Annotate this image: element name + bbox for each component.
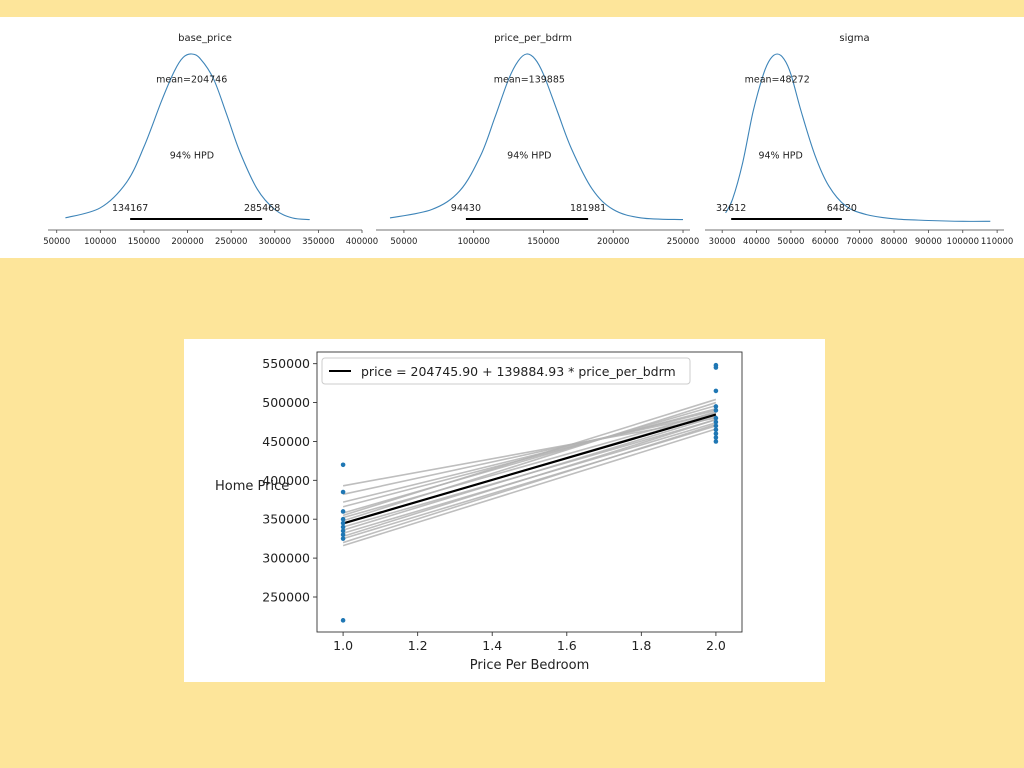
x-tick-label: 400000 bbox=[346, 237, 378, 247]
hpd-high-label: 181981 bbox=[570, 203, 606, 214]
x-tick-label: 100000 bbox=[84, 237, 116, 247]
x-tick-label: 110000 bbox=[981, 237, 1013, 247]
mean-label: mean=139885 bbox=[494, 74, 565, 85]
plot-title: base_price bbox=[178, 33, 232, 44]
data-point bbox=[713, 408, 719, 413]
y-axis-label: Home Price bbox=[215, 479, 289, 494]
data-point bbox=[340, 509, 346, 514]
hpd-high-label: 64820 bbox=[827, 203, 857, 214]
x-tick-label: 300000 bbox=[259, 237, 291, 247]
posterior-regression-lines bbox=[342, 398, 717, 547]
plot-title: sigma bbox=[839, 33, 869, 44]
data-point bbox=[713, 435, 719, 440]
mean-label: mean=48272 bbox=[745, 74, 810, 85]
posterior-line bbox=[342, 423, 717, 544]
x-tick-label: 1.4 bbox=[482, 638, 502, 653]
hpd-high-label: 285468 bbox=[244, 203, 280, 214]
posterior-plots: base_price mean=204746 94% HPD 134167 285468… bbox=[43, 33, 1013, 247]
x-tick-label: 70000 bbox=[846, 237, 873, 247]
posterior-line bbox=[342, 428, 717, 547]
legend-box bbox=[321, 357, 691, 385]
posterior-plots-panel: base_price mean=204746 94% HPD 134167 285468… bbox=[0, 17, 1024, 258]
x-tick-label: 50000 bbox=[777, 237, 804, 247]
x-tick-label: 100000 bbox=[947, 237, 979, 247]
hpd-low-label: 94430 bbox=[451, 203, 481, 214]
plot-frame bbox=[316, 351, 743, 633]
hpd-label: 94% HPD bbox=[507, 150, 551, 161]
hpd-label: 94% HPD bbox=[758, 150, 802, 161]
mean-regression-line bbox=[342, 413, 717, 525]
mean-label: mean=204746 bbox=[156, 74, 227, 85]
data-point bbox=[713, 427, 719, 433]
data-point bbox=[713, 439, 719, 444]
x-tick-label: 80000 bbox=[880, 237, 907, 247]
legend-label: price = 204745.90 + 139884.93 * price_pe… bbox=[361, 364, 676, 379]
x-tick-label: 50000 bbox=[43, 237, 70, 247]
posterior-line bbox=[342, 411, 717, 519]
x-tick-label: 2.0 bbox=[706, 638, 726, 653]
y-tick-label: 300000 bbox=[262, 551, 310, 566]
legend: price = 204745.90 + 139884.93 * price_pe… bbox=[321, 357, 691, 385]
x-tick-label: 30000 bbox=[709, 237, 736, 247]
y-tick-label: 350000 bbox=[262, 512, 310, 527]
data-point bbox=[713, 388, 719, 394]
data-point bbox=[340, 528, 346, 534]
data-point bbox=[340, 524, 346, 530]
data-point bbox=[713, 431, 719, 436]
posterior-plot-price-per-bdrm: price_per_bdrm mean=139885 94% HPD 94430 181… bbox=[376, 33, 699, 247]
x-tick-label: 200000 bbox=[597, 237, 629, 247]
y-tick-label: 500000 bbox=[262, 395, 310, 410]
hpd-low-label: 134167 bbox=[112, 203, 148, 214]
data-points bbox=[340, 362, 719, 623]
x-tick-label: 1.2 bbox=[408, 638, 428, 653]
data-point bbox=[713, 365, 719, 370]
x-tick-label: 1.0 bbox=[333, 638, 353, 653]
x-tick-label: 150000 bbox=[527, 237, 559, 247]
posterior-line bbox=[342, 415, 717, 531]
x-tick-label: 90000 bbox=[915, 237, 942, 247]
y-tick-label: 400000 bbox=[262, 473, 310, 488]
x-tick-label: 1.8 bbox=[631, 638, 651, 653]
x-tick-label: 100000 bbox=[457, 237, 489, 247]
x-tick-label: 150000 bbox=[128, 237, 160, 247]
data-point bbox=[340, 536, 346, 541]
data-point bbox=[340, 462, 346, 468]
posterior-plot-sigma: sigma mean=48272 94% HPD 32612 64820 30000 400… bbox=[705, 33, 1013, 247]
x-tick-label: 250000 bbox=[215, 237, 247, 247]
data-point bbox=[340, 520, 346, 526]
x-tick-label: 1.6 bbox=[557, 638, 577, 653]
x-axis-label: Price Per Bedroom bbox=[470, 658, 590, 673]
y-tick-label: 450000 bbox=[262, 434, 310, 449]
data-point bbox=[340, 618, 346, 623]
posterior-line bbox=[342, 418, 717, 538]
x-tick-label: 350000 bbox=[302, 237, 334, 247]
density-curve bbox=[65, 53, 310, 221]
data-point bbox=[340, 489, 346, 495]
y-tick-label: 550000 bbox=[262, 356, 310, 371]
data-point bbox=[713, 415, 719, 421]
x-tick-label: 60000 bbox=[812, 237, 839, 247]
regression-plot: 250000 300000 350000 400000 450000 500000 5500… bbox=[215, 351, 743, 673]
x-tick-label: 50000 bbox=[390, 237, 417, 247]
x-tick-label: 40000 bbox=[743, 237, 770, 247]
x-tick-label: 250000 bbox=[667, 237, 699, 247]
x-tick-label: 200000 bbox=[171, 237, 203, 247]
data-point bbox=[340, 516, 346, 522]
posterior-line bbox=[342, 401, 717, 522]
posterior-plot-base-price: base_price mean=204746 94% HPD 134167 285468… bbox=[43, 33, 378, 247]
hpd-low-label: 32612 bbox=[716, 203, 746, 214]
plot-title: price_per_bdrm bbox=[494, 33, 572, 44]
posterior-line bbox=[342, 404, 717, 514]
posterior-line bbox=[342, 398, 717, 517]
regression-plot-panel: 250000 300000 350000 400000 450000 500000 5500… bbox=[184, 339, 825, 682]
data-point bbox=[340, 532, 346, 538]
hpd-label: 94% HPD bbox=[170, 150, 214, 161]
density-curve bbox=[725, 53, 991, 222]
data-point bbox=[713, 423, 719, 429]
data-point bbox=[713, 404, 719, 409]
posterior-line bbox=[342, 412, 717, 496]
density-curve bbox=[389, 53, 684, 221]
y-tick-label: 250000 bbox=[262, 590, 310, 605]
data-point bbox=[713, 419, 719, 425]
